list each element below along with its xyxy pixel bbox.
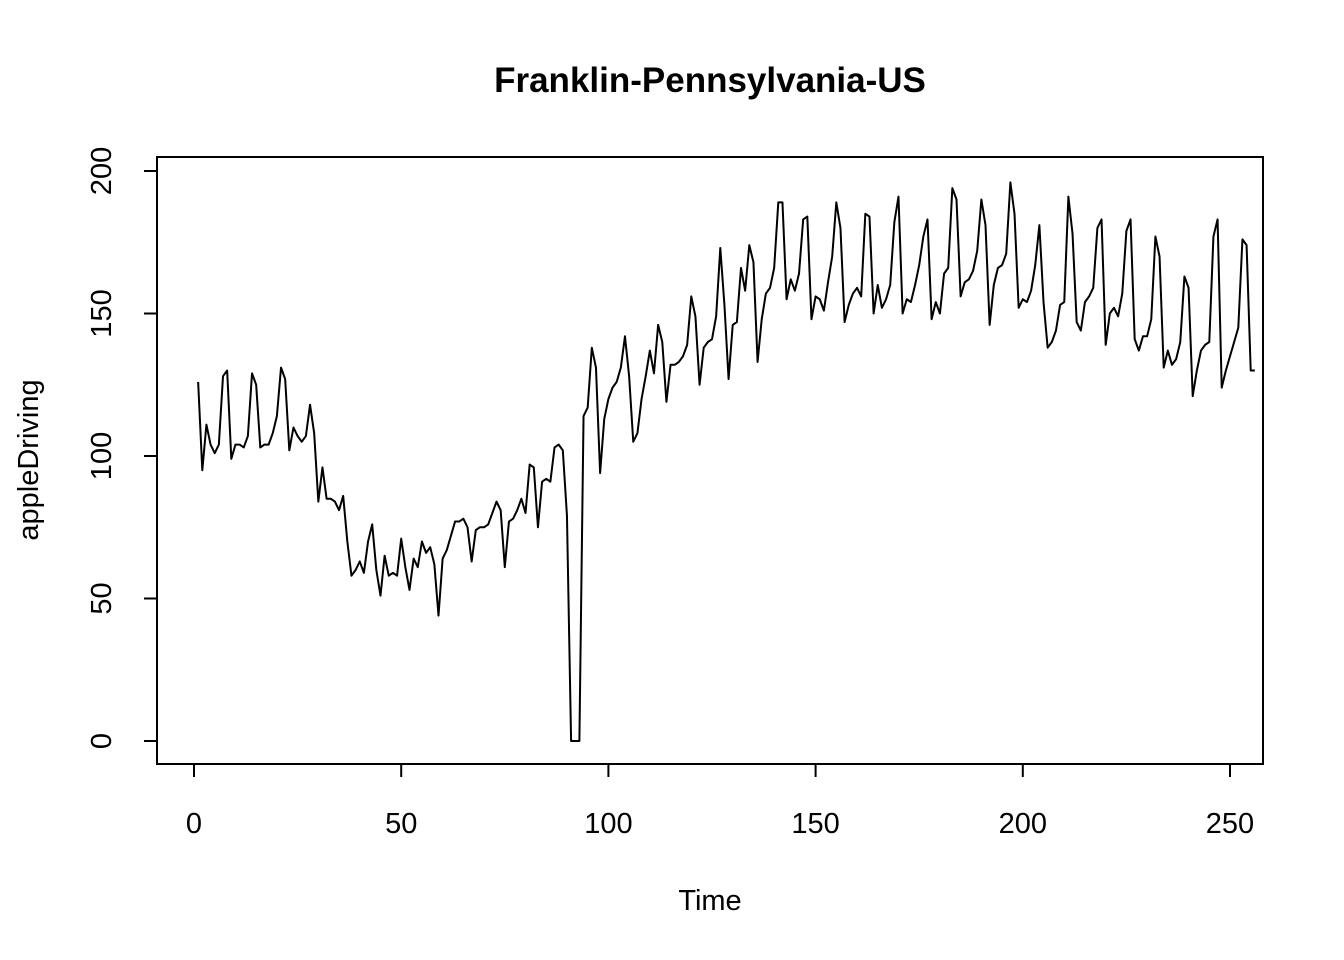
x-tick-label: 50 xyxy=(385,808,417,840)
series-line-appleDriving xyxy=(197,181,1255,742)
y-tick-label: 150 xyxy=(86,289,118,337)
y-tick-label: 200 xyxy=(86,147,118,195)
y-axis: 0 50 100 150 200 xyxy=(86,147,158,749)
x-tick-label: 200 xyxy=(999,808,1047,840)
y-tick-label: 50 xyxy=(86,582,118,614)
x-axis: 0 50 100 150 200 250 xyxy=(186,763,1254,840)
y-tick-label: 100 xyxy=(86,432,118,480)
y-axis-label: appleDriving xyxy=(13,379,45,540)
x-axis-label: Time xyxy=(678,885,741,917)
x-tick-label: 100 xyxy=(584,808,632,840)
x-tick-label: 250 xyxy=(1206,808,1254,840)
chart-title: Franklin-Pennsylvania-US xyxy=(494,61,926,100)
y-tick-label: 0 xyxy=(86,733,118,749)
x-tick-label: 150 xyxy=(791,808,839,840)
plot-frame xyxy=(156,156,1264,765)
x-tick-label: 0 xyxy=(186,808,202,840)
